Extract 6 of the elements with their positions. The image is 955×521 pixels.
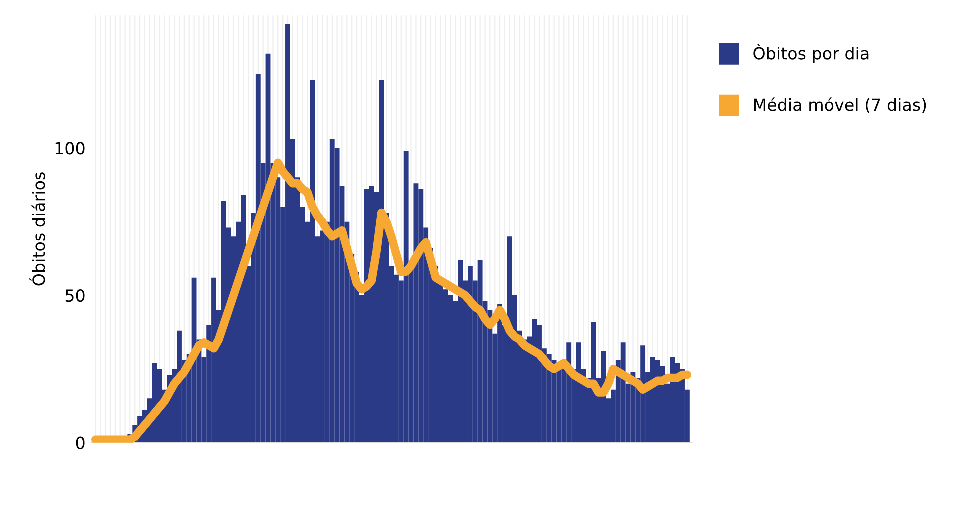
y-tick-label: 0 xyxy=(76,436,85,450)
legend-label: Média móvel (7 dias) xyxy=(754,98,926,114)
legend-label: Òbitos por dia xyxy=(754,44,869,64)
y-tick-label: 100 xyxy=(56,142,85,155)
y-axis-title: Óbitos diários xyxy=(30,172,46,286)
y-tick-label: 50 xyxy=(66,289,85,302)
